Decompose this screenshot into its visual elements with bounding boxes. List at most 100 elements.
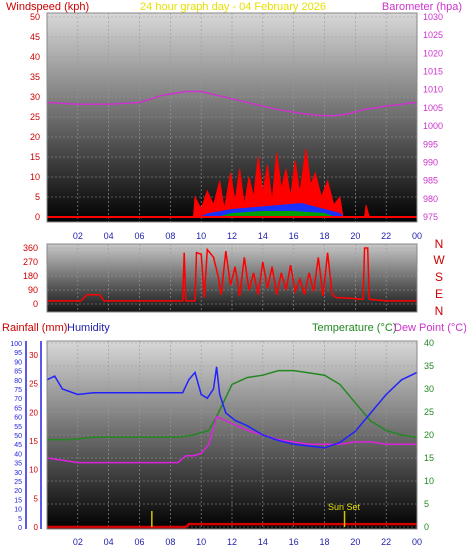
windspeed-tick-40: 40 <box>30 52 40 62</box>
barometer-series <box>46 90 418 117</box>
chart-title: 24 hour graph day - 04 February 2026 <box>140 1 326 13</box>
rainfall-tick-0: 0 <box>34 523 39 532</box>
barometer-tick-995: 995 <box>423 139 438 149</box>
humidity-xtick-14: 14 <box>258 537 268 547</box>
wind-xtick-18: 18 <box>319 231 329 241</box>
humidity-tick-60: 60 <box>14 415 22 422</box>
barometer-tick-1025: 1025 <box>423 30 443 40</box>
rainfall-tick-30: 30 <box>29 351 38 360</box>
temperature-tick-0: 0 <box>424 522 429 532</box>
wind-xtick-02: 02 <box>73 231 83 241</box>
barometer-axis-title: Barometer (hpa) <box>382 1 462 13</box>
compass-w: W <box>433 253 445 267</box>
rainfall-axis-title: Rainfall (mm) <box>2 322 67 334</box>
humidity-tick-55: 55 <box>14 424 22 431</box>
humidity-tick-80: 80 <box>14 378 22 385</box>
humidity-tick-20: 20 <box>14 488 22 495</box>
barometer-tick-1030: 1030 <box>423 12 443 22</box>
direction-tick-360: 360 <box>23 243 38 253</box>
humidity-xtick-02: 02 <box>73 537 83 547</box>
barometer-tick-1000: 1000 <box>423 121 443 131</box>
wind-xtick-14: 14 <box>258 231 268 241</box>
humidity-xtick-06: 06 <box>134 537 144 547</box>
temperature-tick-25: 25 <box>424 407 434 417</box>
temperature-tick-15: 15 <box>424 453 434 463</box>
direction-tick-270: 270 <box>23 257 38 267</box>
humidity-panel-series <box>46 366 418 529</box>
compass-e: E <box>435 287 443 301</box>
windspeed-tick-5: 5 <box>35 192 40 202</box>
humidity-xtick-08: 08 <box>165 537 175 547</box>
wind-time-axis: 02 04 06 08 10 12 14 16 18 20 22 00 <box>73 231 422 241</box>
wind-direction-series <box>47 247 417 302</box>
windspeed-tick-10: 10 <box>30 172 40 182</box>
compass-n-top: N <box>435 237 444 251</box>
compass-s: S <box>435 270 443 284</box>
rainfall-tick-15: 15 <box>29 437 38 446</box>
rainfall-tick-5: 5 <box>34 494 39 503</box>
compass-n-bottom: N <box>435 304 444 318</box>
humidity-xtick-04: 04 <box>104 537 114 547</box>
windspeed-axis-title: Windspeed (kph) <box>6 1 89 13</box>
humidity-xtick-16: 16 <box>289 537 299 547</box>
wind-xtick-06: 06 <box>134 231 144 241</box>
temperature-tick-20: 20 <box>424 430 434 440</box>
humidity-tick-25: 25 <box>14 479 22 486</box>
direction-panel-frame <box>46 243 418 313</box>
wind-panel-grid <box>47 13 418 222</box>
humidity-tick-65: 65 <box>14 405 22 412</box>
temperature-tick-10: 10 <box>424 476 434 486</box>
wind-panel-series <box>46 90 418 218</box>
windspeed-tick-30: 30 <box>30 92 40 102</box>
rainfall-tick-10: 10 <box>29 466 38 475</box>
humidity-tick-45: 45 <box>14 442 22 449</box>
barometer-tick-1005: 1005 <box>423 103 443 113</box>
temperature-tick-5: 5 <box>424 499 429 509</box>
direction-axis: 0 90 180 270 360 <box>23 243 38 309</box>
humidity-tick-75: 75 <box>14 387 22 394</box>
humidity-panel-frame <box>46 340 418 530</box>
windspeed-tick-0: 0 <box>35 212 40 222</box>
temperature-tick-30: 30 <box>424 384 434 394</box>
wind-low-series <box>47 211 417 217</box>
temperature-tick-40: 40 <box>424 338 434 348</box>
windspeed-tick-20: 20 <box>30 132 40 142</box>
humidity-axis-title: Humidity <box>67 322 110 334</box>
barometer-tick-1010: 1010 <box>423 85 443 95</box>
humidity-xtick-18: 18 <box>319 537 329 547</box>
humidity-tick-15: 15 <box>14 497 22 504</box>
barometer-tick-990: 990 <box>423 157 438 167</box>
barometer-tick-980: 980 <box>423 194 438 204</box>
humidity-tick-0: 0 <box>18 525 22 532</box>
humidity-tick-10: 10 <box>14 507 22 514</box>
windspeed-tick-25: 25 <box>30 112 40 122</box>
direction-tick-90: 90 <box>28 285 38 295</box>
windspeed-tick-45: 45 <box>30 32 40 42</box>
humidity-xtick-20: 20 <box>350 537 360 547</box>
humidity-xtick-12: 12 <box>227 537 237 547</box>
wind-xtick-16: 16 <box>289 231 299 241</box>
barometer-tick-1015: 1015 <box>423 67 443 77</box>
humidity-tick-40: 40 <box>14 451 22 458</box>
humidity-tick-5: 5 <box>18 516 22 523</box>
temperature-tick-35: 35 <box>424 361 434 371</box>
rainfall-tick-20: 20 <box>29 408 38 417</box>
wind-xtick-22: 22 <box>381 231 391 241</box>
humidity-tick-70: 70 <box>14 396 22 403</box>
wind-gust-series <box>47 148 417 218</box>
humidity-xtick-22: 22 <box>381 537 391 547</box>
humidity-tick-30: 30 <box>14 470 22 477</box>
humidity-tick-95: 95 <box>14 350 22 357</box>
dewpoint-axis-title: Dew Point (°C) <box>394 322 466 334</box>
wind-xtick-20: 20 <box>350 231 360 241</box>
barometer-tick-985: 985 <box>423 176 438 186</box>
wind-xtick-12: 12 <box>227 231 237 241</box>
wind-panel-frame <box>46 12 418 223</box>
wind-xtick-04: 04 <box>104 231 114 241</box>
windspeed-tick-35: 35 <box>30 72 40 82</box>
humidity-tick-50: 50 <box>14 433 22 440</box>
direction-tick-0: 0 <box>33 299 38 309</box>
humidity-panel-markers <box>151 511 346 527</box>
temperature-axis-title: Temperature (°C) <box>312 322 396 334</box>
